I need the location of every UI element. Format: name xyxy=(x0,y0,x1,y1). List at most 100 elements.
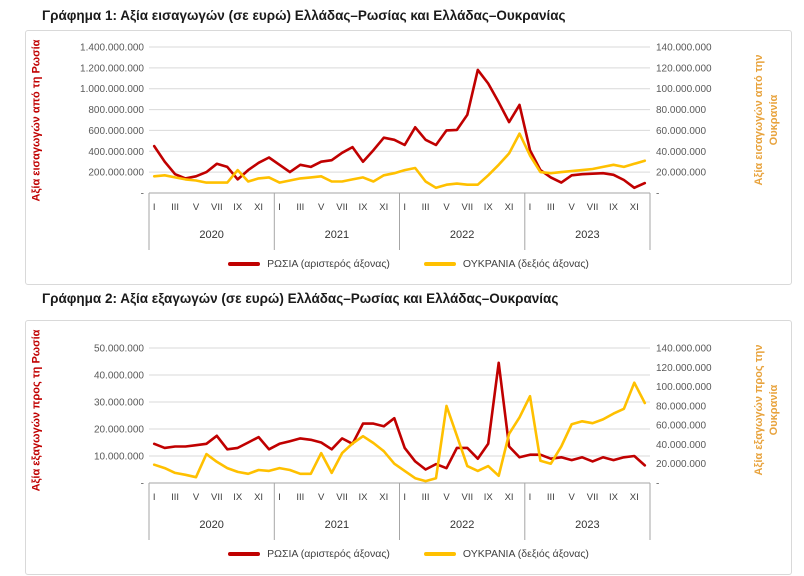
right-axis-tick: 120.000.000 xyxy=(656,63,712,74)
year-label: 2022 xyxy=(450,229,474,241)
month-tick: I xyxy=(153,202,156,213)
left-axis-tick: 200.000.000 xyxy=(88,168,144,179)
right-axis-tick: - xyxy=(656,189,659,200)
russia-legend-label: ΡΩΣΙΑ (αριστερός άξονας) xyxy=(267,548,390,560)
left-axis-tick: 50.000.000 xyxy=(94,344,144,355)
left-axis-tick: 400.000.000 xyxy=(88,147,144,158)
chart-2-legend: ΡΩΣΙΑ (αριστερός άξονας) ΟΥΚΡΑΝΙΑ (δεξιό… xyxy=(26,548,791,560)
right-axis-tick: 40.000.000 xyxy=(656,440,706,451)
month-tick: III xyxy=(422,202,430,213)
right-axis-tick: 100.000.000 xyxy=(656,382,712,393)
left-axis-tick: - xyxy=(141,479,144,490)
right-axis-tick: 60.000.000 xyxy=(656,421,706,432)
left-axis-tick: - xyxy=(141,189,144,200)
month-tick: VII xyxy=(461,202,473,213)
russia-legend-swatch xyxy=(228,552,261,556)
month-tick: VII xyxy=(587,202,599,213)
month-tick: XI xyxy=(379,492,388,503)
left-axis-tick: 40.000.000 xyxy=(94,371,144,382)
month-tick: V xyxy=(443,202,450,213)
month-tick: IX xyxy=(484,492,494,503)
chart-1-plot: 1.400.000.000 1.200.000.000 1.000.000.000 8… xyxy=(80,43,712,250)
year-label: 2020 xyxy=(199,229,223,241)
right-axis-tick: 20.000.000 xyxy=(656,168,706,179)
chart-2: Αξία εξαγωγών προς τη Ρωσία Αξία εξαγωγώ… xyxy=(25,320,792,575)
month-tick: III xyxy=(547,492,555,503)
ukraine-legend-swatch xyxy=(423,552,456,556)
month-tick: XI xyxy=(630,202,639,213)
month-tick: XI xyxy=(254,202,263,213)
ukraine-line-series xyxy=(152,132,647,190)
month-tick: V xyxy=(318,492,325,503)
chart-1: Αξία εισαγωγών από τη Ρωσία Αξία εισαγωγ… xyxy=(25,30,792,285)
month-tick: VII xyxy=(336,492,348,503)
right-axis-tick: 40.000.000 xyxy=(656,147,706,158)
month-tick: VII xyxy=(211,202,223,213)
left-axis-tick: 10.000.000 xyxy=(94,452,144,463)
month-tick: V xyxy=(318,202,325,213)
month-tick: I xyxy=(153,492,156,503)
month-tick: III xyxy=(171,202,179,213)
month-tick: IX xyxy=(484,202,494,213)
month-tick: I xyxy=(529,202,532,213)
month-tick: XI xyxy=(505,492,514,503)
month-tick: V xyxy=(443,492,450,503)
russia-line-series xyxy=(152,361,647,471)
chart-1-legend: ΡΩΣΙΑ (αριστερός άξονας) ΟΥΚΡΑΝΙΑ (δεξιό… xyxy=(26,258,791,270)
legend-item-ukraine: ΟΥΚΡΑΝΙΑ (δεξιός άξονας) xyxy=(423,258,589,270)
right-axis-tick: 100.000.000 xyxy=(656,84,712,95)
month-tick: XI xyxy=(379,202,388,213)
ukraine-legend-label: ΟΥΚΡΑΝΙΑ (δεξιός άξονας) xyxy=(462,548,589,560)
month-tick: IX xyxy=(609,202,619,213)
left-axis-tick: 20.000.000 xyxy=(94,425,144,436)
month-tick: IX xyxy=(233,202,243,213)
month-tick: III xyxy=(171,492,179,503)
month-tick: III xyxy=(296,492,304,503)
month-tick: III xyxy=(422,492,430,503)
right-axis-tick: 80.000.000 xyxy=(656,401,706,412)
left-axis-tick: 30.000.000 xyxy=(94,398,144,409)
month-tick: VII xyxy=(587,492,599,503)
chart-2-plot: 50.000.000 40.000.000 30.000.000 20.000.000… xyxy=(94,344,712,540)
month-tick: I xyxy=(403,202,406,213)
month-tick: IX xyxy=(233,492,243,503)
chart-1-title: Γράφημα 1: Αξία εισαγωγών (σε ευρώ) Ελλά… xyxy=(42,8,566,23)
month-tick: IX xyxy=(359,202,369,213)
right-axis-tick: 60.000.000 xyxy=(656,126,706,137)
month-tick: IX xyxy=(609,492,619,503)
month-tick: VII xyxy=(336,202,348,213)
month-tick: I xyxy=(529,492,532,503)
right-axis-tick: 140.000.000 xyxy=(656,344,712,355)
year-label: 2023 xyxy=(575,519,599,531)
month-tick: V xyxy=(569,492,576,503)
ukraine-legend-swatch xyxy=(423,262,456,266)
year-label: 2023 xyxy=(575,229,599,241)
year-label: 2021 xyxy=(325,519,349,531)
legend-item-russia: ΡΩΣΙΑ (αριστερός άξονας) xyxy=(228,548,390,560)
russia-legend-swatch xyxy=(228,262,261,266)
russia-legend-label: ΡΩΣΙΑ (αριστερός άξονας) xyxy=(267,258,390,270)
russia-line-series xyxy=(152,68,647,190)
month-tick: IX xyxy=(359,492,369,503)
right-axis-tick: 80.000.000 xyxy=(656,105,706,116)
legend-item-ukraine: ΟΥΚΡΑΝΙΑ (δεξιός άξονας) xyxy=(423,548,589,560)
left-axis-tick: 1.400.000.000 xyxy=(80,43,144,54)
year-label: 2022 xyxy=(450,519,474,531)
month-tick: I xyxy=(403,492,406,503)
right-axis-tick: 20.000.000 xyxy=(656,459,706,470)
month-tick: XI xyxy=(254,492,263,503)
left-axis-tick: 800.000.000 xyxy=(88,105,144,116)
month-tick: XI xyxy=(505,202,514,213)
year-label: 2021 xyxy=(325,229,349,241)
month-tick: V xyxy=(193,202,200,213)
month-tick: I xyxy=(278,492,281,503)
ukraine-legend-label: ΟΥΚΡΑΝΙΑ (δεξιός άξονας) xyxy=(462,258,589,270)
month-tick: XI xyxy=(630,492,639,503)
right-axis-tick: 120.000.000 xyxy=(656,363,712,374)
month-tick: I xyxy=(278,202,281,213)
left-axis-tick: 600.000.000 xyxy=(88,126,144,137)
left-axis-tick: 1.200.000.000 xyxy=(80,63,144,74)
legend-item-russia: ΡΩΣΙΑ (αριστερός άξονας) xyxy=(228,258,390,270)
chart-2-title: Γράφημα 2: Αξία εξαγωγών (σε ευρώ) Ελλάδ… xyxy=(42,291,559,306)
